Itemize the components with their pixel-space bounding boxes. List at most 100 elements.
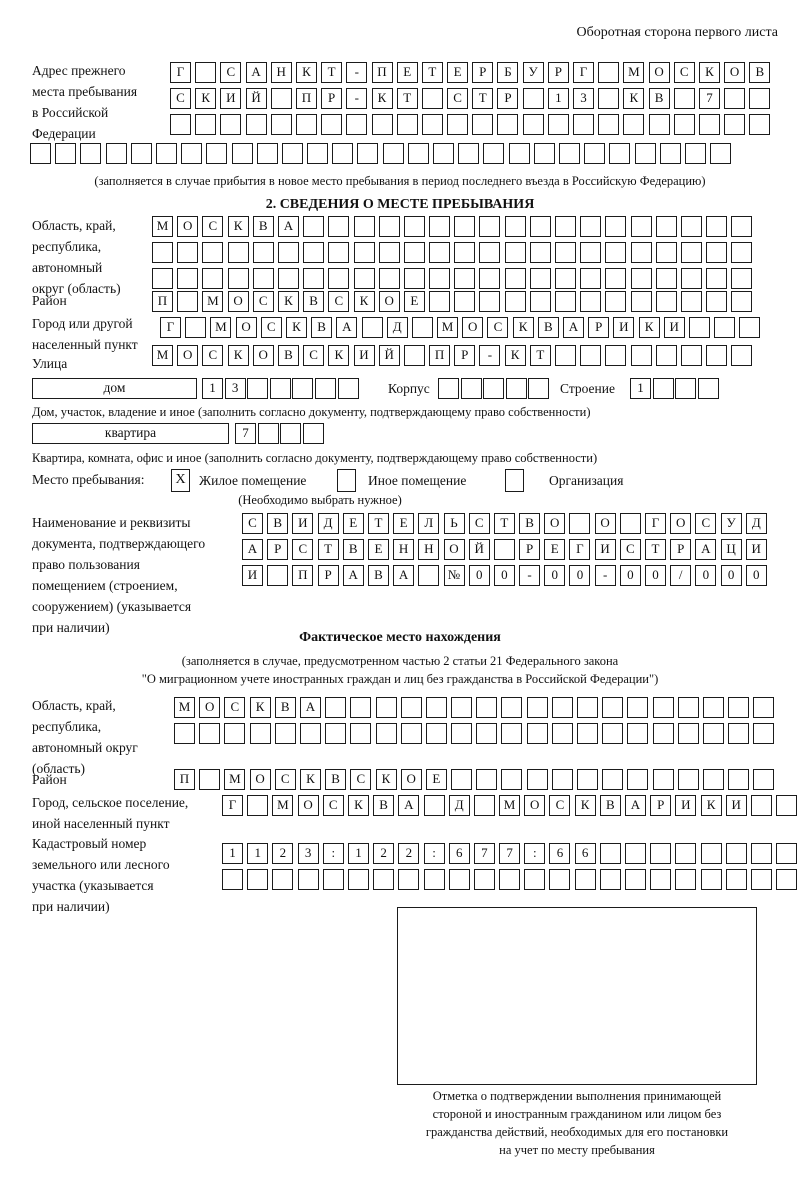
prev-address-r1-cell-2[interactable] <box>195 62 217 83</box>
doc-r2-cell-4[interactable]: Т <box>317 539 339 560</box>
al-cadastre-r2-cell-13[interactable] <box>524 869 546 890</box>
al-region-r2-cell-9[interactable] <box>375 723 397 744</box>
al-district-cell-24[interactable] <box>753 769 775 790</box>
al-district-cell-19[interactable] <box>627 769 649 790</box>
al-region-r2-cell-23[interactable] <box>728 723 750 744</box>
doc-r3-cell-14[interactable]: 0 <box>569 565 591 586</box>
prev-address-r2-cell-15[interactable] <box>522 88 544 109</box>
house-cell-2[interactable]: 3 <box>224 378 246 399</box>
korpus-cell-4[interactable] <box>505 378 527 399</box>
prev-address-r4-cell-17[interactable] <box>433 143 454 164</box>
s2-region-r1-cell-16[interactable] <box>529 216 551 237</box>
al-region-r1-cell-20[interactable] <box>652 697 674 718</box>
s2-street-cell-13[interactable]: Р <box>454 345 476 366</box>
s2-region-r1-cell-22[interactable] <box>680 216 702 237</box>
prev-address-r1-cell-15[interactable]: У <box>522 62 544 83</box>
s2-street-cell-16[interactable]: Т <box>529 345 551 366</box>
s2-region-r2-cell-21[interactable] <box>655 242 677 263</box>
prev-address-r2-cell-3[interactable]: И <box>220 88 242 109</box>
flat-cell-4[interactable] <box>302 423 324 444</box>
prev-address-r2-cell-14[interactable]: Р <box>497 88 519 109</box>
prev-address-r2-cell-18[interactable] <box>598 88 620 109</box>
s2-street-cell-11[interactable] <box>403 345 425 366</box>
prev-address-r4-cell-28[interactable] <box>710 143 732 164</box>
al-district-cell-23[interactable] <box>728 769 750 790</box>
prev-address-r1-cell-1[interactable]: Г <box>170 62 191 83</box>
prev-address-r1-cell-11[interactable]: Т <box>421 62 443 83</box>
doc-r1-cell-20[interactable]: У <box>720 513 742 534</box>
s2-district-cell-12[interactable] <box>429 291 451 312</box>
al-cadastre-r1-cell-15[interactable]: 6 <box>574 843 596 864</box>
al-district-cell-12[interactable] <box>451 769 473 790</box>
s2-region-r1-cell-9[interactable] <box>353 216 375 237</box>
s2-region-r3-cell-19[interactable] <box>605 268 627 289</box>
al-cadastre-r2-cell-10[interactable] <box>448 869 470 890</box>
doc-r3-cell-17[interactable]: 0 <box>645 565 666 586</box>
s2-city-cell-4[interactable]: О <box>235 317 257 338</box>
s2-street-cell-3[interactable]: С <box>202 345 224 366</box>
prev-address-r2-cell-13[interactable]: Т <box>472 88 494 109</box>
s2-region-r3-cell-14[interactable] <box>479 268 501 289</box>
prev-address-r4-cell-25[interactable] <box>634 143 656 164</box>
s2-district-cell-8[interactable]: С <box>328 291 350 312</box>
s2-street-cell-8[interactable]: К <box>328 345 350 366</box>
al-cadastre-r2-cell-21[interactable] <box>725 869 747 890</box>
prev-address-r2-cell-23[interactable] <box>724 88 746 109</box>
s2-city-cell-23[interactable] <box>714 317 736 338</box>
al-cadastre-r1-cell-6[interactable]: 1 <box>347 843 369 864</box>
al-district-cell-7[interactable]: В <box>325 769 347 790</box>
flat-cell-3[interactable] <box>280 423 302 444</box>
prev-address-r1-cell-7[interactable]: Т <box>321 62 343 83</box>
s2-region-r1-cell-10[interactable] <box>378 216 400 237</box>
prev-address-r4-cell-8[interactable] <box>206 143 228 164</box>
s2-street-cell-21[interactable] <box>655 345 677 366</box>
al-district-cell-16[interactable] <box>551 769 573 790</box>
korpus-cell-3[interactable] <box>483 378 505 399</box>
prev-address-r1-cell-4[interactable]: А <box>245 62 267 83</box>
al-region-r1-cell-3[interactable]: С <box>224 697 246 718</box>
s2-region-r2-cell-5[interactable] <box>252 242 274 263</box>
prev-address-r2-cell-9[interactable]: К <box>371 88 393 109</box>
stroenie-cell-4[interactable] <box>697 378 719 399</box>
s2-region-r2-cell-24[interactable] <box>731 242 753 263</box>
al-district-cell-14[interactable] <box>501 769 523 790</box>
al-cadastre-r2-cell-3[interactable] <box>272 869 294 890</box>
al-region-r2-cell-15[interactable] <box>526 723 548 744</box>
s2-district-cell-15[interactable] <box>504 291 526 312</box>
al-cadastre-r1-cell-9[interactable]: : <box>423 843 445 864</box>
prev-address-r4-cell-15[interactable] <box>382 143 404 164</box>
prev-address-r3-cell-8[interactable] <box>346 114 368 135</box>
al-city-cell-8[interactable]: А <box>398 795 420 816</box>
al-region-r2-cell-14[interactable] <box>501 723 523 744</box>
s2-region-r3-cell-20[interactable] <box>630 268 652 289</box>
s2-district-cell-4[interactable]: О <box>227 291 249 312</box>
s2-region-r2-cell-8[interactable] <box>328 242 350 263</box>
s2-city-cell-10[interactable]: Д <box>386 317 408 338</box>
s2-region-r3-cell-23[interactable] <box>706 268 728 289</box>
al-region-r1-cell-6[interactable]: А <box>299 697 321 718</box>
house-cell-3[interactable] <box>247 378 269 399</box>
al-cadastre-r2-cell-12[interactable] <box>499 869 521 890</box>
s2-region-r3-cell-18[interactable] <box>580 268 602 289</box>
s2-region-r3-cell-2[interactable] <box>177 268 199 289</box>
s2-region-r2-cell-4[interactable] <box>227 242 249 263</box>
s2-city-cell-11[interactable] <box>411 317 433 338</box>
al-district-cell-11[interactable]: Е <box>425 769 447 790</box>
al-region-r2-cell-2[interactable] <box>199 723 221 744</box>
doc-r2-cell-1[interactable]: А <box>242 539 263 560</box>
al-region-r2-cell-8[interactable] <box>350 723 372 744</box>
prev-address-r4-cell-1[interactable] <box>30 143 51 164</box>
al-cadastre-r1-cell-2[interactable]: 1 <box>247 843 269 864</box>
s2-region-row-2[interactable] <box>152 242 753 263</box>
doc-r1-cell-1[interactable]: С <box>242 513 263 534</box>
prev-address-r3-cell-23[interactable] <box>724 114 746 135</box>
doc-r1-cell-3[interactable]: И <box>292 513 314 534</box>
doc-r2-cell-7[interactable]: Н <box>393 539 415 560</box>
al-region-r1-cell-23[interactable] <box>728 697 750 718</box>
